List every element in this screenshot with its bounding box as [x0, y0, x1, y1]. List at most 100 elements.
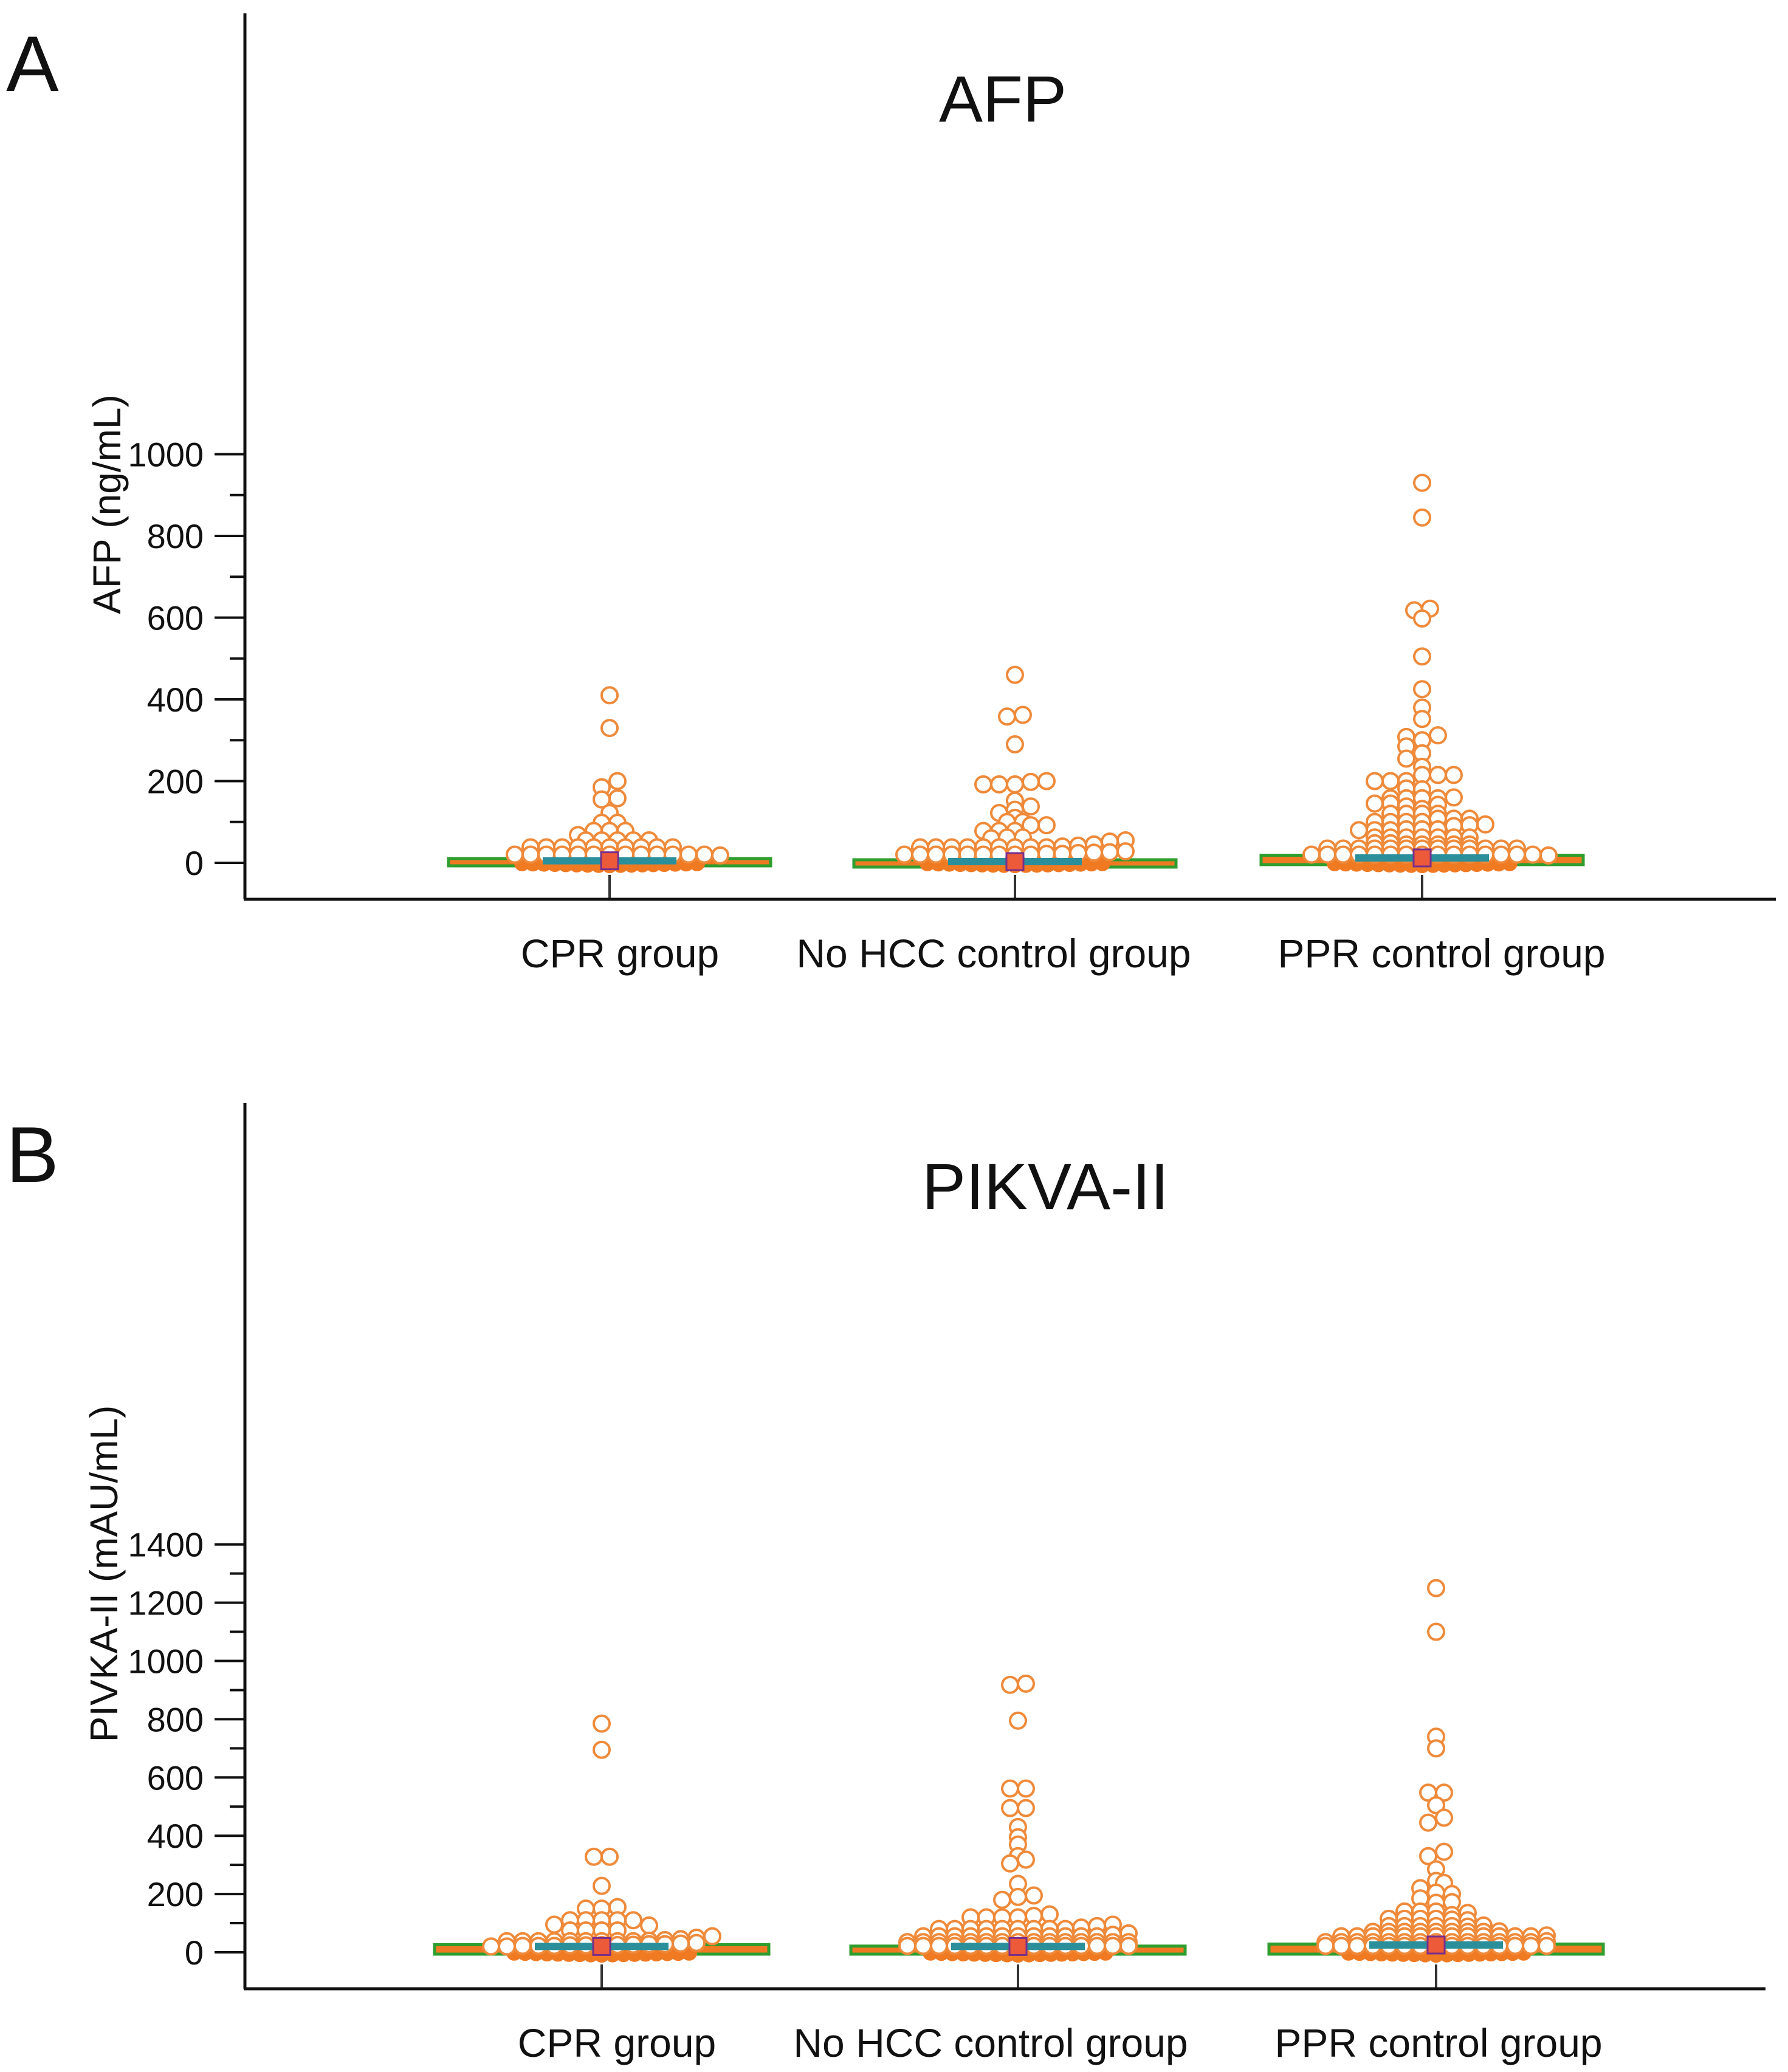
data-point: [1116, 842, 1135, 861]
data-point: [1476, 815, 1494, 834]
y-tick-label: 0: [185, 1933, 204, 1972]
y-tick-label: 600: [147, 1758, 204, 1797]
data-point: [1413, 710, 1431, 729]
axis-ticks: 0 200 400 600 800 1000 1200 1400: [128, 1526, 245, 1972]
data-point: [1445, 766, 1463, 784]
y-tick-label: 800: [147, 517, 204, 555]
data-point: [506, 845, 524, 864]
data-point: [1435, 1808, 1453, 1827]
data-point: [1413, 680, 1431, 699]
category-label: PPR control group: [1274, 2020, 1602, 2065]
data-point: [593, 1876, 611, 1895]
y-tick-label: 600: [147, 599, 204, 637]
category-labels: CPR group No HCC control group PPR control…: [518, 2020, 1603, 2065]
mean-markers: [543, 848, 1489, 871]
y-axis-label: AFP (ng/mL): [85, 394, 129, 614]
data-point: [1429, 726, 1447, 745]
y-axis-label: PIVKA-II (mAU/mL): [82, 1405, 126, 1743]
data-point: [1508, 845, 1526, 864]
data-point: [1017, 1799, 1035, 1817]
mean-marker: [1005, 852, 1025, 871]
data-point: [993, 1890, 1011, 1909]
data-point: [1009, 1711, 1027, 1730]
chart-title: AFP: [939, 62, 1067, 136]
data-point: [1445, 788, 1463, 807]
category-label: CPR group: [521, 931, 720, 976]
data-point: [1435, 1842, 1453, 1861]
data-point: [695, 845, 713, 864]
data-point: [1366, 772, 1384, 791]
data-point: [927, 845, 945, 864]
data-point: [1104, 1936, 1122, 1955]
mean-marker: [1412, 848, 1432, 868]
y-tick-label: 400: [147, 681, 204, 719]
data-point: [1350, 821, 1368, 840]
data-point: [998, 707, 1016, 726]
data-point: [1397, 749, 1415, 768]
data-point: [1413, 508, 1431, 527]
data-point: [1539, 846, 1558, 865]
data-point: [990, 775, 1008, 794]
data-point: [1022, 797, 1040, 816]
data-point: [1318, 845, 1336, 864]
axis-ticks: 0 200 400 600 800 1000: [128, 436, 245, 882]
data-point: [1017, 1779, 1035, 1798]
data-point: [1085, 843, 1103, 862]
category-label: PPR control group: [1277, 931, 1605, 976]
data-point: [1014, 705, 1032, 724]
data-point: [1413, 609, 1431, 628]
data-point: [1037, 816, 1056, 835]
data-point: [1419, 1813, 1437, 1832]
y-tick-label: 200: [147, 1875, 204, 1913]
data-point: [600, 719, 619, 738]
category-label: No HCC control group: [793, 2020, 1188, 2065]
data-point: [640, 1916, 658, 1935]
y-tick-label: 1200: [128, 1584, 204, 1622]
mean-markers: [535, 1935, 1503, 1956]
data-point: [1413, 473, 1431, 492]
data-point: [1001, 1779, 1019, 1798]
data-point: [624, 1911, 642, 1930]
panel-a: A AFP AFP (ng/mL) 0 200 400 600 800 1000 CPR …: [6, 13, 1776, 976]
data-point: [608, 789, 627, 808]
data-point: [703, 1927, 721, 1946]
data-points: [482, 1579, 1556, 1963]
data-point: [608, 772, 627, 791]
data-point: [1381, 772, 1400, 791]
data-point: [514, 1936, 532, 1955]
category-labels: CPR group No HCC control group PPR control…: [521, 931, 1606, 976]
data-point: [1413, 647, 1431, 666]
data-point: [930, 1936, 948, 1955]
data-point: [1427, 1739, 1445, 1758]
data-point: [1524, 845, 1542, 864]
data-point: [1429, 766, 1447, 784]
y-tick-label: 800: [147, 1700, 204, 1738]
data-point: [1017, 1674, 1035, 1693]
data-point: [1025, 1886, 1043, 1905]
data-point: [521, 845, 540, 864]
y-tick-label: 1000: [128, 436, 204, 474]
mean-marker: [592, 1936, 611, 1956]
data-point: [1009, 1887, 1027, 1906]
data-point: [498, 1937, 516, 1956]
data-point: [687, 1933, 706, 1952]
data-point: [911, 845, 929, 864]
data-point: [914, 1936, 932, 1955]
data-point: [898, 1936, 916, 1955]
y-tick-label: 200: [147, 763, 204, 801]
data-point: [1427, 1796, 1445, 1814]
data-point: [585, 1847, 603, 1866]
panel-label: B: [6, 1110, 59, 1199]
data-point: [679, 845, 698, 864]
data-point: [672, 1934, 690, 1953]
mean-marker: [600, 851, 619, 871]
y-tick-label: 400: [147, 1817, 204, 1855]
data-point: [895, 845, 913, 864]
data-point: [1427, 1622, 1445, 1641]
data-point: [1006, 735, 1024, 753]
data-point: [1022, 772, 1040, 791]
data-point: [1088, 1936, 1106, 1955]
mean-marker: [1008, 1936, 1028, 1956]
data-point: [1001, 1799, 1019, 1817]
